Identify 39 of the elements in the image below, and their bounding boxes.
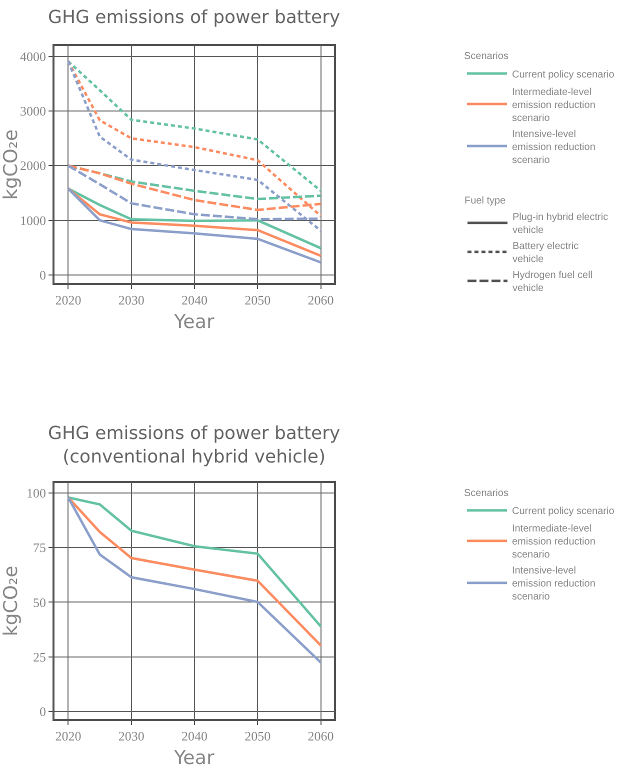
x-tick-label: 2020 — [55, 728, 82, 744]
legend-label: Intensive-level emission reduction scenario — [512, 566, 596, 603]
legend-label: Current policy scenario — [512, 506, 615, 518]
x-tick-label: 2030 — [118, 292, 144, 308]
y-tick-label: 25 — [32, 649, 46, 664]
y-tick-label: 0 — [39, 267, 46, 282]
x-tick-label: 2020 — [55, 292, 82, 308]
x-axis-title: Year — [173, 746, 214, 769]
text: Scenarios — [464, 51, 508, 62]
x-axis-title: Year — [173, 310, 214, 333]
x-tick-label: 2030 — [118, 728, 144, 744]
y-tick-label: 100 — [26, 485, 46, 500]
x-tick-label: 2040 — [182, 728, 208, 744]
y-tick-label: 75 — [32, 540, 46, 556]
line-series — [66, 60, 322, 192]
y-axis-title: kgCO₂e — [0, 566, 22, 636]
chart-title: GHG emissions of power battery — [48, 7, 341, 28]
legend-label: Current policy scenario — [512, 69, 615, 80]
x-tick-label: 2040 — [182, 292, 208, 308]
y-tick-label: 1000 — [20, 212, 46, 228]
y-tick-label: 2000 — [20, 158, 46, 174]
x-tick-label: 2060 — [308, 292, 334, 308]
legend-label: Hydrogen fuel cell vehicle — [512, 270, 593, 294]
text: Fuel type — [464, 195, 506, 206]
x-tick-label: 2050 — [244, 728, 271, 744]
legend-label: Battery electric vehicle — [512, 241, 579, 266]
legend-label: Intermediate-level emission reduction scenario — [512, 524, 596, 561]
y-tick-label: 50 — [32, 594, 46, 610]
x-tick-label: 2060 — [308, 728, 334, 744]
x-tick-label: 2050 — [244, 292, 271, 308]
legend-label: Intensive-level emission reduction scenario — [512, 128, 596, 166]
legend-label: Intermediate-level emission reduction scenario — [512, 86, 596, 124]
text: Scenarios — [464, 488, 508, 499]
y-tick-label: 4000 — [20, 48, 46, 64]
y-axis-title: kgCO₂e — [0, 129, 22, 200]
chart-title: GHG emissions of power battery (conventional hybrid vehicle) — [48, 423, 341, 468]
y-tick-label: 0 — [39, 704, 46, 720]
legend-label: Plug-in hybrid electric vehicle — [512, 212, 608, 236]
y-tick-label: 3000 — [20, 104, 46, 119]
